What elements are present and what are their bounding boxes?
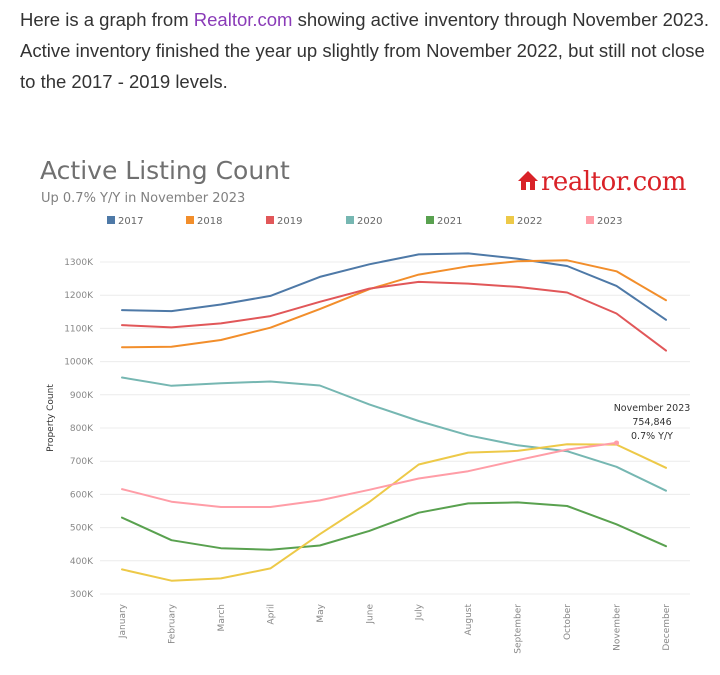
legend-label-2019: 2019 (277, 216, 302, 227)
chart-subtitle: Up 0.7% Y/Y in November 2023 (41, 191, 245, 206)
intro-text-end: showing active inventory through Novembe… (20, 9, 709, 92)
legend-swatch-2017 (107, 216, 115, 224)
annotation-line-1: November 2023 (614, 403, 691, 414)
y-axis-label: Property Count (46, 384, 56, 452)
y-tick-label: 400K (70, 557, 94, 567)
series-line-2021 (121, 501, 667, 551)
y-tick-label: 500K (70, 524, 94, 534)
annotation-line-3: 0.7% Y/Y (631, 431, 673, 442)
intro-text-start: Here is a graph from (20, 9, 194, 30)
annotation-point (614, 440, 620, 446)
annotation: November 2023 754,846 0.7% Y/Y (614, 403, 691, 446)
x-tick-label: September (514, 604, 524, 654)
realtor-link[interactable]: Realtor.com (193, 9, 293, 30)
series-line-2023 (121, 441, 618, 508)
x-tick-label: February (167, 603, 177, 644)
y-tick-label: 800K (70, 424, 94, 434)
y-tick-label: 1200K (64, 291, 94, 301)
house-icon (518, 171, 538, 190)
y-tick-labels: 300K 400K 500K 600K 700K 800K 900K 1000K 1100K 12… (64, 258, 94, 600)
chart-legend: 2017 2018 2019 2020 2021 2022 2023 (107, 216, 622, 227)
legend-label-2021: 2021 (437, 216, 462, 227)
x-tick-label: July (415, 603, 425, 621)
legend-swatch-2022 (506, 216, 514, 224)
x-tick-label: August (464, 604, 474, 636)
y-tick-label: 300K (70, 590, 94, 600)
series-line-2019 (121, 280, 667, 352)
legend-label-2023: 2023 (597, 216, 622, 227)
legend-swatch-2021 (426, 216, 434, 224)
x-tick-label: December (662, 604, 672, 651)
legend-label-2018: 2018 (197, 216, 222, 227)
legend-swatch-2023 (586, 216, 594, 224)
realtor-logo: realtor.com (518, 167, 686, 197)
legend-label-2022: 2022 (517, 216, 542, 227)
legend-label-2017: 2017 (118, 216, 143, 227)
y-tick-label: 900K (70, 391, 94, 401)
x-tick-labels: January February March April May June July Augu… (118, 603, 672, 653)
y-tick-label: 700K (70, 457, 94, 467)
series-line-2017 (121, 252, 667, 321)
legend-swatch-2019 (266, 216, 274, 224)
grid-lines (100, 261, 690, 595)
y-tick-label: 1100K (64, 324, 94, 334)
x-tick-label: April (266, 604, 276, 625)
x-tick-label: October (563, 604, 573, 640)
chart-title: Active Listing Count (40, 156, 290, 185)
series-lines (121, 252, 667, 582)
logo-text: realtor.com (541, 167, 686, 197)
intro-paragraph: Here is a graph from Realtor.com showing… (20, 4, 710, 97)
y-tick-label: 600K (70, 490, 94, 500)
legend-swatch-2018 (186, 216, 194, 224)
x-tick-label: November (613, 604, 623, 651)
series-line-2018 (121, 259, 667, 349)
legend-label-2020: 2020 (357, 216, 382, 227)
x-tick-label: June (365, 604, 375, 625)
legend-swatch-2020 (346, 216, 354, 224)
y-tick-label: 1300K (64, 258, 94, 268)
y-tick-label: 1000K (64, 358, 94, 368)
x-tick-label: March (217, 604, 227, 631)
x-tick-label: January (118, 603, 128, 639)
x-tick-label: May (316, 603, 326, 622)
annotation-line-2: 754,846 (632, 417, 671, 428)
series-line-2020 (121, 376, 667, 492)
